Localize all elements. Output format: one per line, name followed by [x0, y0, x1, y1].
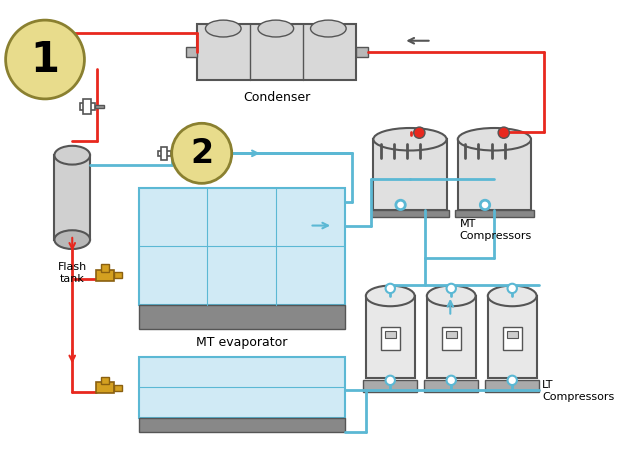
Bar [139, 418, 345, 432]
Bar [101, 377, 109, 384]
Bar [95, 270, 115, 281]
Circle shape [414, 127, 425, 139]
Bar [424, 380, 479, 392]
Circle shape [508, 284, 517, 293]
Bar [55, 155, 90, 240]
Bar [95, 382, 115, 394]
Circle shape [446, 284, 456, 293]
Bar [363, 380, 417, 392]
Bar [455, 210, 534, 217]
Bar [485, 380, 539, 392]
Ellipse shape [55, 146, 90, 165]
Ellipse shape [373, 128, 446, 151]
Circle shape [6, 20, 84, 99]
Bar [139, 305, 345, 329]
Bar [197, 24, 356, 80]
Circle shape [386, 376, 395, 385]
Bar [507, 330, 518, 338]
Bar [446, 330, 457, 338]
Bar [186, 47, 197, 57]
Bar [157, 151, 170, 156]
Circle shape [480, 200, 490, 210]
Bar [373, 139, 446, 210]
Ellipse shape [458, 128, 531, 151]
Bar [139, 357, 345, 418]
Ellipse shape [366, 285, 415, 306]
Ellipse shape [427, 285, 476, 306]
Bar [503, 327, 521, 351]
Bar [139, 188, 345, 305]
Text: MT
Compressors: MT Compressors [459, 219, 532, 241]
Bar [101, 264, 109, 271]
Circle shape [498, 127, 510, 139]
Bar [488, 296, 536, 379]
Text: Condenser: Condenser [243, 91, 311, 104]
Bar [384, 330, 396, 338]
Bar [442, 327, 461, 351]
Ellipse shape [55, 230, 90, 249]
Bar [381, 327, 400, 351]
Text: 2: 2 [190, 137, 213, 170]
Circle shape [386, 284, 395, 293]
Text: 1: 1 [30, 38, 60, 80]
Text: Flash
tank: Flash tank [58, 262, 87, 284]
Bar [427, 296, 476, 379]
Bar [115, 385, 122, 391]
Ellipse shape [488, 285, 536, 306]
Circle shape [508, 376, 517, 385]
Ellipse shape [205, 20, 241, 37]
Bar [80, 102, 95, 110]
Ellipse shape [258, 20, 294, 37]
Bar [356, 47, 368, 57]
Text: MT evaporator: MT evaporator [197, 336, 288, 349]
Bar [366, 296, 415, 379]
Text: LT
Compressors: LT Compressors [542, 380, 614, 402]
Bar [84, 99, 91, 114]
Bar [115, 272, 122, 278]
Bar [161, 147, 167, 160]
Ellipse shape [311, 20, 346, 37]
Bar [458, 139, 531, 210]
Bar [95, 104, 104, 108]
Circle shape [396, 200, 405, 210]
Circle shape [446, 376, 456, 385]
Bar [371, 210, 450, 217]
Circle shape [172, 123, 232, 183]
